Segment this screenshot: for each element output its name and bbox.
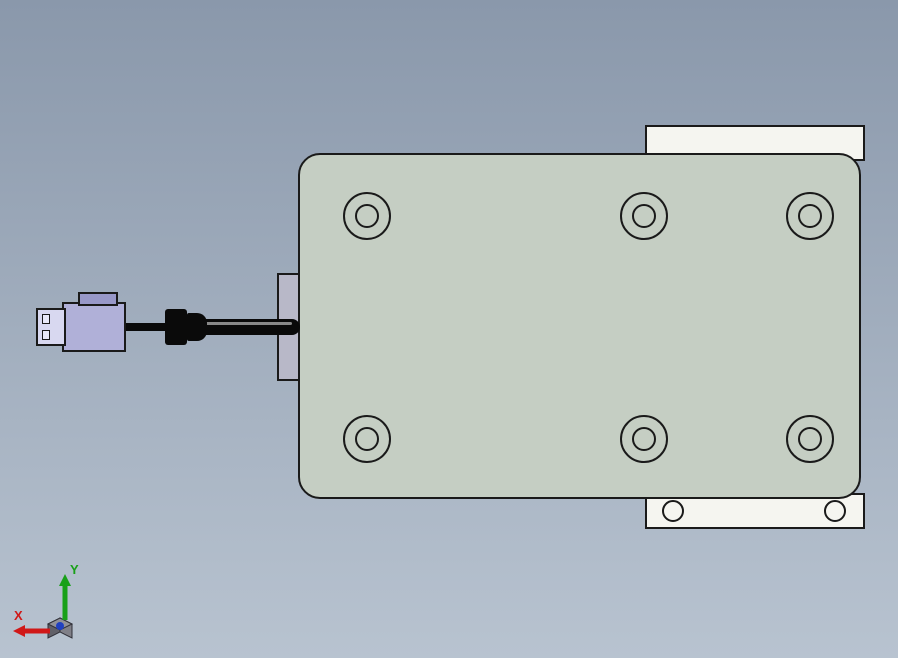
bracket-hole	[662, 500, 684, 522]
screw-hole	[343, 415, 391, 463]
axis-y-label: Y	[70, 562, 79, 577]
connector-plug-front	[36, 308, 66, 346]
cable-strain-relief	[165, 309, 187, 345]
screw-inner	[632, 427, 656, 451]
cable-highlight	[192, 322, 292, 325]
connector-pin	[42, 330, 50, 340]
bracket-hole	[824, 500, 846, 522]
axis-triad[interactable]: X Y	[10, 560, 100, 650]
model-canvas[interactable]	[0, 0, 898, 658]
connector-plug-top	[78, 292, 118, 306]
screw-inner	[632, 204, 656, 228]
screw-hole	[786, 192, 834, 240]
screw-hole	[620, 192, 668, 240]
axis-x-label: X	[14, 608, 23, 623]
connector-pin	[42, 314, 50, 324]
axis-triad-svg	[10, 560, 100, 650]
screw-inner	[798, 427, 822, 451]
cad-viewport[interactable]: X Y	[0, 0, 898, 658]
screw-inner	[355, 204, 379, 228]
cable-taper	[187, 313, 207, 341]
screw-hole	[343, 192, 391, 240]
connector-plug-body	[62, 302, 126, 352]
screw-hole	[786, 415, 834, 463]
screw-hole	[620, 415, 668, 463]
screw-inner	[798, 204, 822, 228]
screw-inner	[355, 427, 379, 451]
